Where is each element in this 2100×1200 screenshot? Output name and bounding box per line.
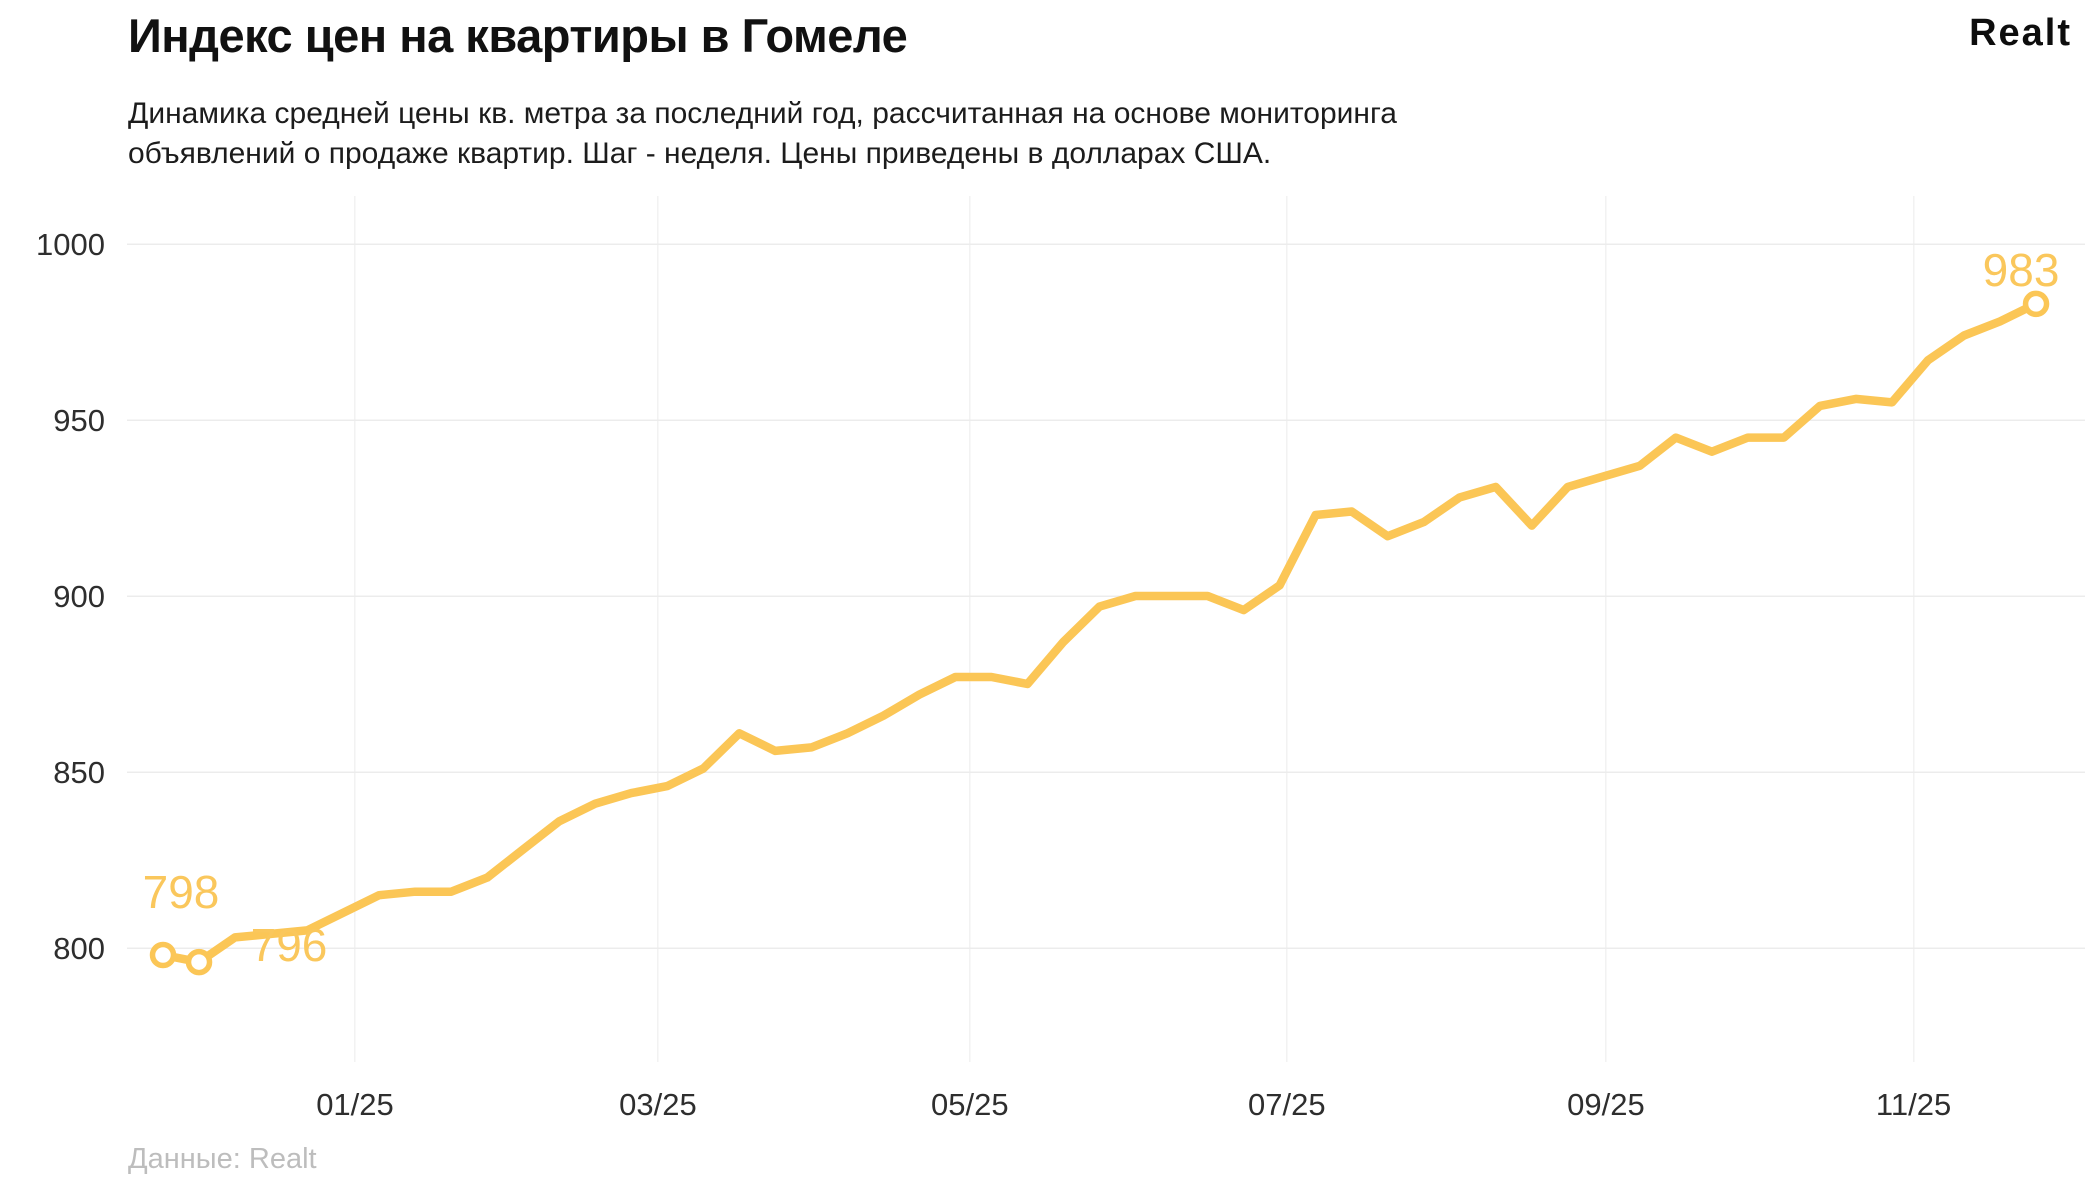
point-marker [149,941,177,969]
y-tick-label: 850 [53,755,105,790]
y-tick-label: 800 [53,931,105,966]
point-label: 798 [143,866,220,918]
brand-logo: Realt [1969,12,2072,54]
x-tick-label: 01/25 [316,1087,394,1122]
page-title: Индекс цен на квартиры в Гомеле [128,9,908,62]
y-tick-label: 950 [53,403,105,438]
point-label: 796 [251,919,328,971]
point-marker [185,948,213,976]
point-label: 983 [1983,244,2060,296]
x-tick-label: 09/25 [1567,1087,1645,1122]
x-tick-label: 03/25 [619,1087,697,1122]
x-tick-label: 11/25 [1876,1087,1951,1122]
point-marker [2022,290,2050,318]
source-note: Данные: Realt [128,1143,317,1175]
subtitle-line-2: объявлений о продаже квартир. Шаг - неде… [128,137,1272,170]
subtitle-line-1: Динамика средней цены кв. метра за после… [128,97,1397,130]
page-subtitle: Динамика средней цены кв. метра за после… [128,94,1397,174]
x-tick-label: 05/25 [931,1087,1009,1122]
price-line [158,299,2041,967]
x-tick-label: 07/25 [1248,1087,1326,1122]
y-tick-label: 900 [53,579,105,614]
y-tick-label: 1000 [36,227,105,262]
